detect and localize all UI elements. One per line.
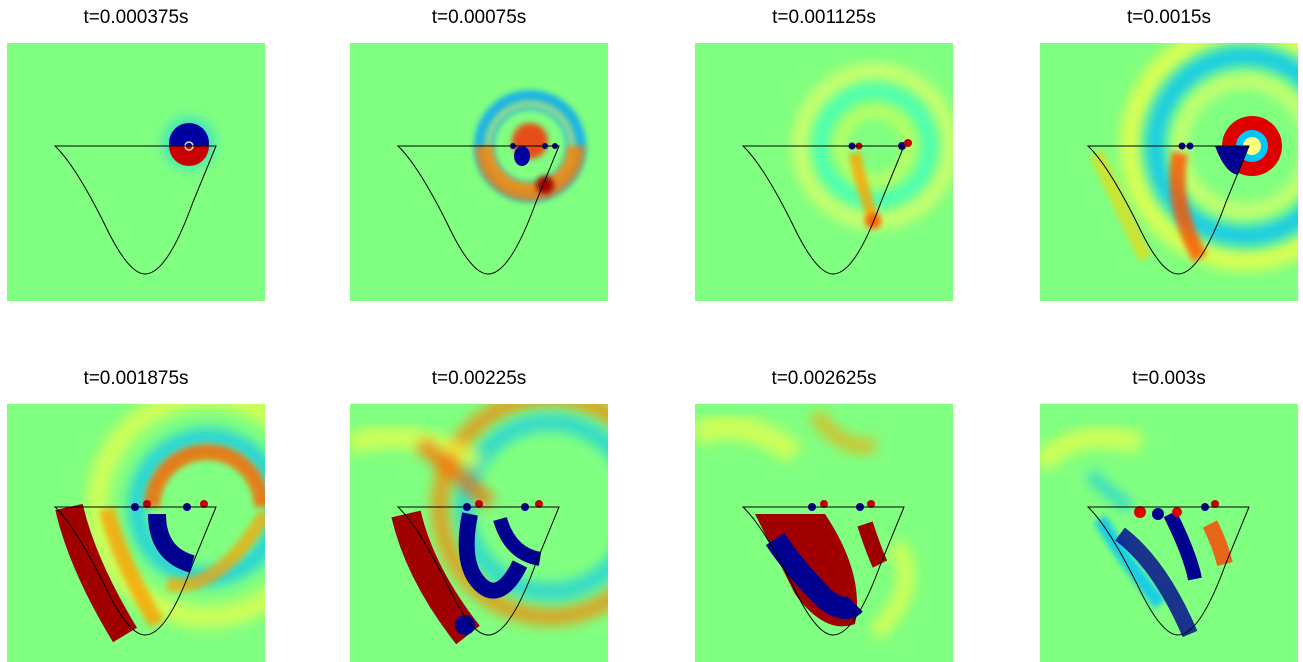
wavefield-image (350, 43, 608, 301)
wavefield-plot (350, 43, 608, 301)
wavefield-image (7, 43, 265, 301)
wavefield-image (1040, 404, 1298, 662)
wavefield-plot (1040, 43, 1298, 301)
wavefield-image (350, 404, 608, 662)
wavefield-plot (7, 43, 265, 301)
wavefield-image (695, 43, 953, 301)
panel-title: t=0.001125s (772, 7, 876, 28)
panel-title: t=0.0015s (1127, 7, 1211, 28)
wavefield-plot (695, 404, 953, 662)
wavefield-image (7, 404, 265, 662)
wavefield-plot (695, 43, 953, 301)
wavefield-image (1040, 43, 1298, 301)
wavefield-image (695, 404, 953, 662)
panel-title: t=0.00075s (431, 7, 527, 28)
panel-title: t=0.002625s (771, 368, 877, 389)
panel-title: t=0.001875s (83, 368, 189, 389)
panel-title: t=0.000375s (83, 7, 189, 28)
panel-title: t=0.00225s (431, 368, 527, 389)
wavefield-plot (350, 404, 608, 662)
panel-title: t=0.003s (1132, 368, 1206, 389)
wavefield-plot (7, 404, 265, 662)
wavefield-plot (1040, 404, 1298, 662)
